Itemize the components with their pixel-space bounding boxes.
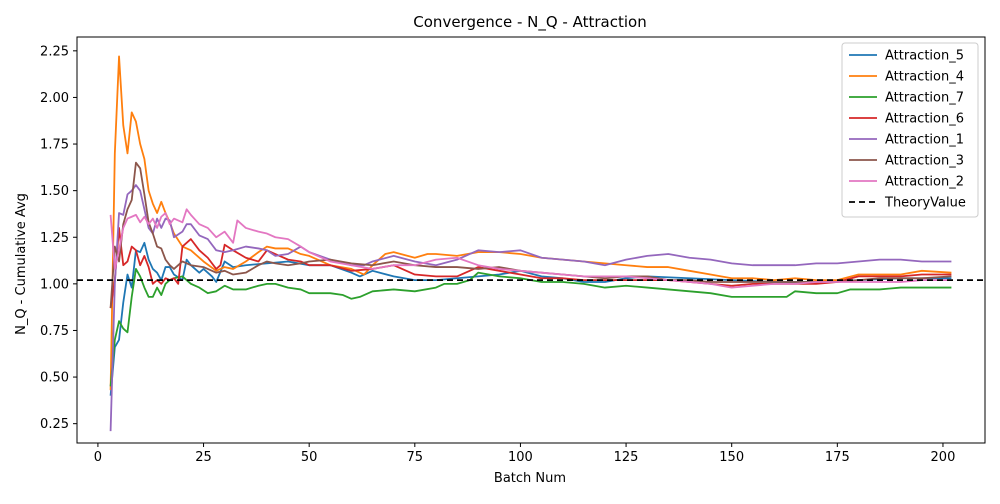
y-axis-label: N_Q - Cumulative Avg (14, 193, 29, 335)
x-tick-label: 200 (931, 450, 956, 465)
series-line-attraction-5 (109, 241, 952, 396)
x-tick-label: 175 (825, 450, 850, 465)
y-tick-label: 1.00 (40, 277, 69, 292)
plot-frame (76, 36, 986, 444)
x-tick-label: 0 (94, 450, 102, 465)
chart-title: Convergence - N_Q - Attraction (413, 13, 646, 32)
y-ticks: 0.25 0.50 0.75 1.00 1.25 1.50 1.75 2.00 2.25 (40, 44, 77, 432)
x-tick-label: 125 (614, 450, 639, 465)
legend-label: Attraction_6 (885, 112, 964, 127)
legend-label: Attraction_4 (885, 70, 964, 85)
y-tick-label: 1.25 (40, 231, 69, 246)
x-tick-label: 150 (719, 450, 744, 465)
x-axis-label: Batch Num (494, 471, 566, 486)
legend: Attraction_5 Attraction_4 Attraction_7 Attr… (841, 42, 979, 218)
y-tick-label: 1.75 (40, 138, 69, 153)
x-ticks: 0 25 50 75 100 125 150 175 200 (94, 443, 956, 465)
legend-label: TheoryValue (884, 196, 966, 211)
x-tick-label: 25 (195, 450, 212, 465)
legend-label: Attraction_5 (885, 49, 964, 64)
y-tick-label: 0.75 (40, 324, 69, 339)
y-tick-label: 1.50 (40, 184, 69, 199)
legend-label: Attraction_3 (885, 154, 964, 169)
legend-box (841, 42, 979, 218)
legend-label: Attraction_2 (885, 175, 964, 190)
series-line-attraction-7 (109, 268, 952, 387)
series-line-attraction-4 (109, 55, 952, 391)
series-layer (109, 55, 952, 432)
x-tick-label: 50 (301, 450, 318, 465)
legend-label: Attraction_1 (885, 133, 964, 148)
y-tick-label: 2.25 (40, 44, 69, 59)
legend-label: Attraction_7 (885, 91, 964, 106)
series-line-attraction-6 (109, 227, 952, 309)
series-line-attraction-3 (109, 161, 952, 309)
x-tick-label: 75 (407, 450, 424, 465)
y-tick-label: 2.00 (40, 91, 69, 106)
y-tick-label: 0.50 (40, 371, 69, 386)
x-tick-label: 100 (508, 450, 533, 465)
y-tick-label: 0.25 (40, 417, 69, 432)
series-line-attraction-2 (109, 208, 952, 289)
